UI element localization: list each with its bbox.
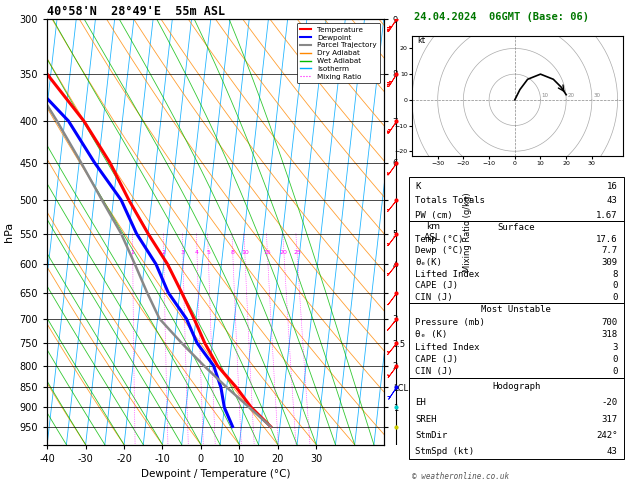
Text: StmSpd (kt): StmSpd (kt) <box>415 448 474 456</box>
Y-axis label: hPa: hPa <box>4 222 14 242</box>
Text: 242°: 242° <box>596 431 618 440</box>
Text: 0: 0 <box>612 367 618 377</box>
Text: 7.7: 7.7 <box>601 246 618 255</box>
Text: 318: 318 <box>601 330 618 339</box>
Text: 40°58'N  28°49'E  55m ASL: 40°58'N 28°49'E 55m ASL <box>47 5 225 18</box>
Text: 17.6: 17.6 <box>596 235 618 243</box>
Legend: Temperature, Dewpoint, Parcel Trajectory, Dry Adiabat, Wet Adiabat, Isotherm, Mi: Temperature, Dewpoint, Parcel Trajectory… <box>297 23 380 84</box>
Text: 10: 10 <box>241 250 248 255</box>
Text: CAPE (J): CAPE (J) <box>415 355 459 364</box>
Text: 4: 4 <box>195 250 199 255</box>
Text: PW (cm): PW (cm) <box>415 211 453 220</box>
Text: K: K <box>415 182 421 191</box>
Text: 8: 8 <box>231 250 235 255</box>
Text: SREH: SREH <box>415 415 437 424</box>
Text: © weatheronline.co.uk: © weatheronline.co.uk <box>412 472 509 481</box>
Bar <box>409 177 624 221</box>
Text: Totals Totals: Totals Totals <box>415 196 485 205</box>
Text: Mixing Ratio (g/kg): Mixing Ratio (g/kg) <box>464 192 472 272</box>
Text: 1: 1 <box>131 250 135 255</box>
Y-axis label: km
ASL: km ASL <box>425 223 442 242</box>
Text: 317: 317 <box>601 415 618 424</box>
Text: kt: kt <box>417 36 425 45</box>
Text: 24.04.2024  06GMT (Base: 06): 24.04.2024 06GMT (Base: 06) <box>414 12 589 22</box>
Bar <box>409 303 624 378</box>
Text: 3: 3 <box>181 250 185 255</box>
Text: 0: 0 <box>612 355 618 364</box>
Text: 16: 16 <box>607 182 618 191</box>
Text: Pressure (mb): Pressure (mb) <box>415 318 485 327</box>
Text: Lifted Index: Lifted Index <box>415 343 480 351</box>
Text: CAPE (J): CAPE (J) <box>415 281 459 291</box>
Text: CIN (J): CIN (J) <box>415 293 453 302</box>
Text: θₑ(K): θₑ(K) <box>415 258 442 267</box>
Bar <box>409 378 624 459</box>
Text: Surface: Surface <box>498 223 535 232</box>
Text: Dewp (°C): Dewp (°C) <box>415 246 464 255</box>
Text: 1.67: 1.67 <box>596 211 618 220</box>
Text: StmDir: StmDir <box>415 431 448 440</box>
Text: 0: 0 <box>612 293 618 302</box>
Text: θₑ (K): θₑ (K) <box>415 330 448 339</box>
Text: 700: 700 <box>601 318 618 327</box>
Text: Temp (°C): Temp (°C) <box>415 235 464 243</box>
Text: 8: 8 <box>612 270 618 278</box>
Text: 20: 20 <box>567 93 574 98</box>
Text: Hodograph: Hodograph <box>493 382 540 391</box>
X-axis label: Dewpoint / Temperature (°C): Dewpoint / Temperature (°C) <box>141 469 290 479</box>
Text: 10: 10 <box>542 93 548 98</box>
Text: Most Unstable: Most Unstable <box>481 305 552 314</box>
Text: 0: 0 <box>612 281 618 291</box>
Text: EH: EH <box>415 399 426 407</box>
Text: 30: 30 <box>593 93 600 98</box>
Text: -20: -20 <box>601 399 618 407</box>
Text: 3: 3 <box>612 343 618 351</box>
Text: 309: 309 <box>601 258 618 267</box>
Text: 25: 25 <box>293 250 301 255</box>
Text: 43: 43 <box>607 448 618 456</box>
Text: 43: 43 <box>607 196 618 205</box>
Text: 15: 15 <box>264 250 271 255</box>
Text: Lifted Index: Lifted Index <box>415 270 480 278</box>
Text: 5: 5 <box>206 250 210 255</box>
Text: CIN (J): CIN (J) <box>415 367 453 377</box>
Text: 20: 20 <box>280 250 288 255</box>
Text: 2: 2 <box>162 250 165 255</box>
Bar <box>409 221 624 303</box>
